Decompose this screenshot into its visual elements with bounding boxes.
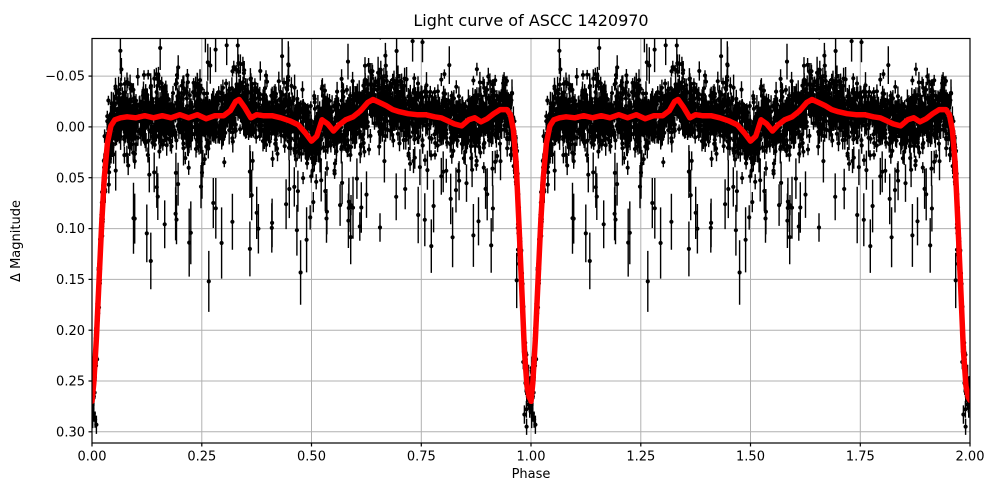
y-tick-label: 0.30 — [56, 425, 85, 440]
smoothed-curve — [92, 96, 970, 405]
y-tick-label: 0.20 — [56, 324, 85, 339]
x-tick-label: 0.75 — [407, 450, 436, 465]
x-tick-label: 0.00 — [78, 450, 107, 465]
x-axis-label: Phase — [512, 467, 551, 482]
x-tick-label: 0.25 — [187, 450, 216, 465]
x-tick-label: 2.00 — [956, 450, 985, 465]
y-tick-label: 0.25 — [56, 375, 85, 390]
x-tick-label: 0.50 — [297, 450, 326, 465]
y-axis-label: Δ Magnitude — [9, 200, 24, 282]
x-tick-label: 1.75 — [846, 450, 875, 465]
x-tick-labels: 0.00 0.25 0.50 0.75 1.00 1.25 1.50 1.75 2.00 — [78, 450, 985, 465]
chart-title: Light curve of ASCC 1420970 — [413, 11, 648, 30]
y-tick-label: 0.15 — [56, 273, 85, 288]
data-points — [92, 39, 970, 429]
x-tick-label: 1.25 — [626, 450, 655, 465]
y-tick-label: 0.05 — [56, 171, 85, 186]
x-tick-label: 1.00 — [517, 450, 546, 465]
data-layer — [92, 38, 970, 435]
y-tick-label: 0.10 — [56, 222, 85, 237]
y-tick-label: −0.05 — [45, 70, 85, 85]
y-tick-label: 0.00 — [56, 121, 85, 136]
axis-ticks — [88, 75, 971, 447]
y-tick-labels: −0.05 0.00 0.05 0.10 0.15 0.20 0.25 0.30 — [45, 70, 85, 441]
x-tick-label: 1.50 — [736, 450, 765, 465]
